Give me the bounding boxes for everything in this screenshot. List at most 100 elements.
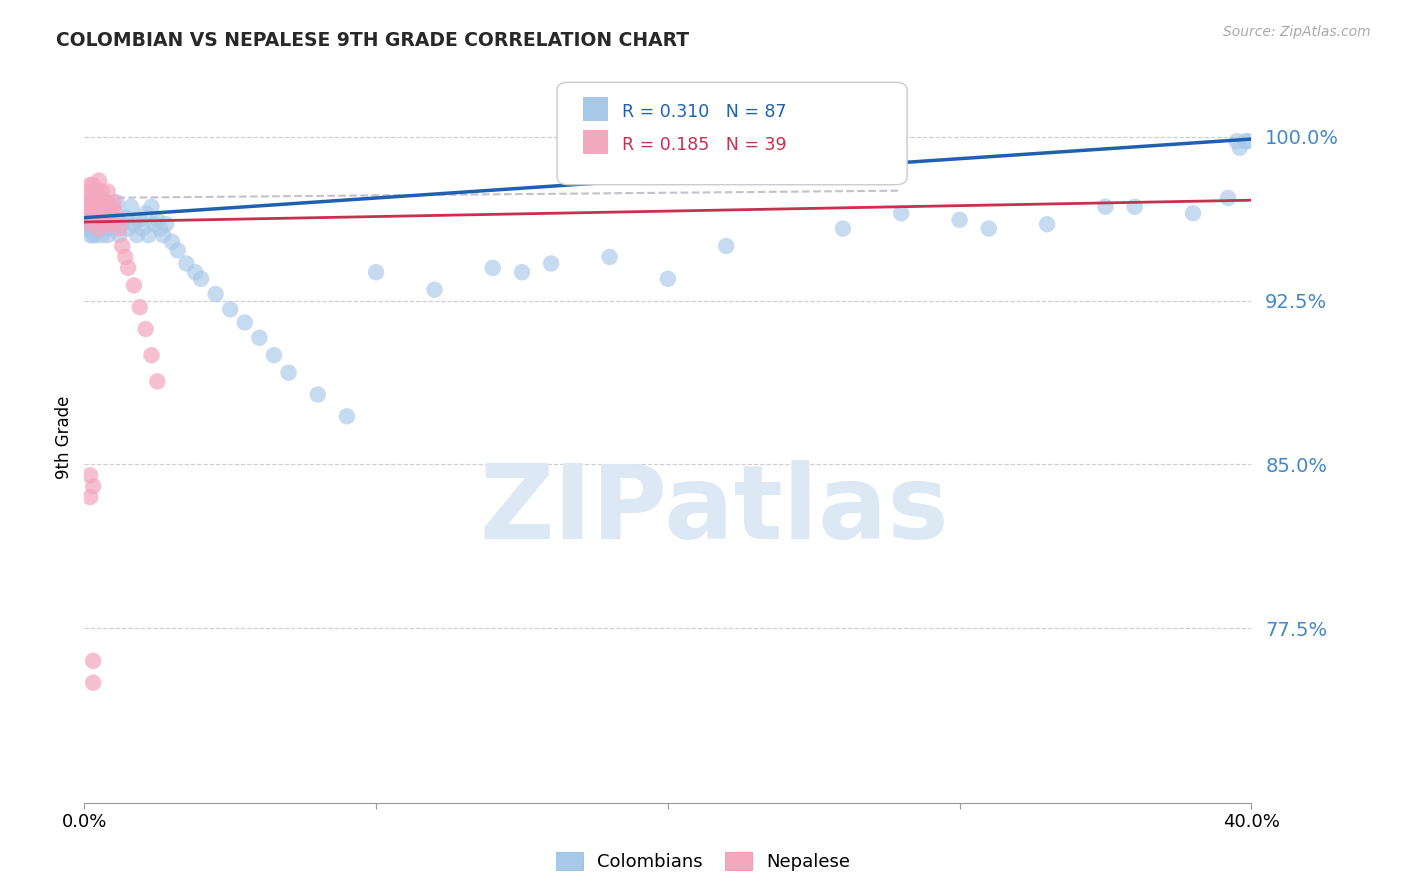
Point	[82, 200, 104, 214]
Point	[90, 228, 112, 243]
Point	[82, 178, 104, 192]
Point	[152, 228, 174, 243]
Point	[510, 265, 533, 279]
Point	[79, 217, 101, 231]
Point	[100, 206, 122, 220]
Point	[90, 200, 112, 214]
Point	[94, 195, 117, 210]
Point	[135, 206, 157, 220]
Point	[84, 185, 107, 199]
Point	[84, 206, 107, 220]
Point	[108, 221, 131, 235]
Point	[100, 200, 122, 214]
Point	[155, 217, 177, 231]
Point	[204, 287, 226, 301]
Point	[79, 206, 101, 220]
Point	[166, 244, 188, 258]
Point	[105, 212, 128, 227]
Point	[117, 221, 139, 235]
Point	[122, 278, 145, 293]
Point	[540, 256, 562, 270]
Point	[190, 272, 212, 286]
Point	[423, 283, 446, 297]
Legend: Colombians, Nepalese: Colombians, Nepalese	[548, 845, 858, 879]
Point	[1237, 134, 1260, 148]
Point	[132, 221, 155, 235]
Point	[263, 348, 285, 362]
Point	[79, 228, 101, 243]
Point	[79, 468, 101, 483]
Point	[87, 191, 110, 205]
Point	[176, 256, 198, 270]
Point	[1229, 141, 1251, 155]
Point	[76, 206, 98, 220]
Point	[1226, 134, 1249, 148]
Point	[76, 200, 98, 214]
Point	[94, 221, 117, 235]
Point	[111, 217, 134, 231]
Point	[94, 217, 117, 231]
Point	[1181, 206, 1204, 220]
Point	[87, 173, 110, 187]
Point	[481, 260, 505, 275]
Point	[714, 239, 737, 253]
Point	[141, 348, 163, 362]
Point	[277, 366, 299, 380]
Point	[82, 191, 104, 205]
Point	[114, 250, 136, 264]
Point	[79, 490, 101, 504]
Point	[84, 228, 107, 243]
Point	[87, 221, 110, 235]
Point	[84, 200, 107, 214]
Point	[79, 221, 101, 235]
Point	[146, 375, 169, 389]
Point	[87, 206, 110, 220]
Point	[79, 195, 101, 210]
Text: R = 0.310   N = 87: R = 0.310 N = 87	[623, 103, 787, 120]
Point	[90, 200, 112, 214]
Point	[105, 206, 128, 220]
Point	[84, 217, 107, 231]
Point	[307, 387, 329, 401]
Point	[128, 300, 150, 314]
Point	[128, 212, 150, 227]
Point	[94, 206, 117, 220]
Point	[149, 221, 172, 235]
Point	[103, 200, 125, 214]
Point	[82, 228, 104, 243]
Point	[87, 212, 110, 227]
Point	[948, 212, 970, 227]
Point	[219, 302, 242, 317]
Point	[76, 221, 98, 235]
Point	[82, 195, 104, 210]
Point	[111, 239, 134, 253]
Point	[1216, 191, 1239, 205]
Text: ZIPatlas: ZIPatlas	[479, 459, 949, 561]
Point	[599, 250, 621, 264]
Point	[82, 479, 104, 493]
Y-axis label: 9th Grade: 9th Grade	[55, 395, 73, 479]
Point	[79, 178, 101, 192]
Point	[97, 206, 120, 220]
Point	[97, 228, 120, 243]
Point	[108, 228, 131, 243]
Point	[1234, 134, 1257, 148]
Point	[247, 331, 270, 345]
FancyBboxPatch shape	[582, 130, 609, 154]
Point	[79, 206, 101, 220]
Text: Source: ZipAtlas.com: Source: ZipAtlas.com	[1223, 25, 1371, 39]
Point	[120, 200, 142, 214]
Point	[117, 260, 139, 275]
Point	[890, 206, 912, 220]
Point	[97, 212, 120, 227]
Point	[87, 191, 110, 205]
Point	[233, 315, 256, 329]
Point	[82, 654, 104, 668]
Point	[114, 211, 136, 225]
Point	[977, 221, 1000, 235]
Point	[141, 200, 163, 214]
Point	[1036, 217, 1059, 231]
Point	[125, 228, 148, 243]
Point	[82, 212, 104, 227]
Text: R = 0.185   N = 39: R = 0.185 N = 39	[623, 136, 787, 153]
